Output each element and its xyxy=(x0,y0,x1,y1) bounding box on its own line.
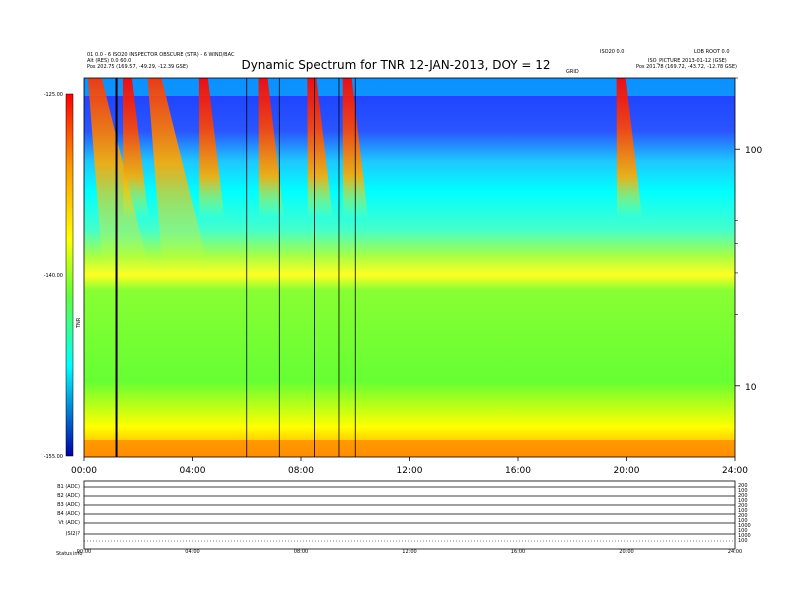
hk-x-tick-label-1: 04:00 xyxy=(185,549,199,555)
hk-right-label-8: 1000 xyxy=(738,523,751,529)
colorbar xyxy=(65,93,74,457)
chart-title: Dynamic Spectrum for TNR 12-JAN-2013, DO… xyxy=(241,58,551,72)
y-tick-label-0: 10 xyxy=(745,383,757,393)
header-right-line-1: ISO20 0.0 xyxy=(600,49,625,55)
colorbar-tick-0: -125.00 xyxy=(44,92,63,98)
hk-x-tick-label-3: 12:00 xyxy=(402,549,416,555)
hk-right-label-1: 100 xyxy=(738,488,748,494)
burst-7 xyxy=(616,78,643,218)
hk-x-tick-label-0: 00:00 xyxy=(77,549,91,555)
x-tick-label-6: 24:00 xyxy=(722,466,748,476)
header-right-line-2: LOB ROOT 0.0 xyxy=(694,49,730,55)
hk-right-label-7: 100 xyxy=(738,518,748,524)
hk-x-tick-label-4: 16:00 xyxy=(511,549,525,555)
colorbar-tick-1: -140.00 xyxy=(44,273,63,279)
hk-footer-label-0: Status xyxy=(56,551,72,557)
low-frequency-band xyxy=(84,440,735,457)
x-tick-label-2: 08:00 xyxy=(288,466,314,476)
hk-footer-label-1: info xyxy=(73,551,82,557)
header-right-line-4: Pos 201.78 (169.72, -43.72, -12.78 GSE) xyxy=(636,64,737,70)
header-right-line-3: ISO_PICTURE 2013-01-12 (GSE) xyxy=(648,58,727,64)
hk-right-label-3: 100 xyxy=(738,498,748,504)
hk-right-label-4: 200 xyxy=(738,503,748,509)
x-tick-label-1: 04:00 xyxy=(180,466,206,476)
hk-right-label-10: 1000 xyxy=(738,533,751,539)
spectrogram xyxy=(84,78,735,457)
hk-x-tick-label-6: 24:00 xyxy=(728,549,742,555)
hk-left-label-1: B2 (ADC) xyxy=(57,493,80,499)
x-tick-label-0: 00:00 xyxy=(71,466,97,476)
hk-right-label-11: 100 xyxy=(738,538,748,544)
hk-right-label-0: 200 xyxy=(738,483,748,489)
hk-left-label-4: Vt (ADC) xyxy=(58,520,80,526)
x-tick-label-5: 20:00 xyxy=(614,466,640,476)
marker-label: GRID xyxy=(566,69,579,75)
hk-left-label-0: B1 (ADC) xyxy=(57,484,80,490)
colorbar-label: TNR xyxy=(76,317,82,329)
x-tick-label-3: 12:00 xyxy=(397,466,423,476)
hk-right-label-5: 100 xyxy=(738,508,748,514)
hk-right-label-6: 200 xyxy=(738,513,748,519)
burst-1 xyxy=(122,78,149,218)
housekeeping-panel xyxy=(83,480,736,550)
burst-4 xyxy=(258,78,285,218)
hk-right-label-2: 200 xyxy=(738,493,748,499)
hk-left-label-2: B3 (ADC) xyxy=(57,502,80,508)
hk-x-tick-label-5: 20:00 xyxy=(619,549,633,555)
hk-right-label-9: 100 xyxy=(738,528,748,534)
hk-left-label-5: (SI2)? xyxy=(66,531,81,537)
burst-3 xyxy=(198,78,225,218)
y-tick-label-1: 100 xyxy=(745,146,762,156)
hk-x-tick-label-2: 08:00 xyxy=(294,549,308,555)
burst-2 xyxy=(147,78,209,268)
burst-0 xyxy=(87,78,149,268)
colorbar-tick-2: -155.00 xyxy=(44,454,63,460)
header-left-line-1: 01 0.0 - 6 ISO20 INSPECTOR OBSCURE (STR)… xyxy=(87,52,235,58)
upper-band xyxy=(84,78,735,96)
hk-left-label-3: B4 (ADC) xyxy=(57,511,80,517)
x-tick-label-4: 16:00 xyxy=(505,466,531,476)
header-left-line-3: Pos 202.75 (169.57, -49.29, -12.39 GSE) xyxy=(87,64,188,70)
burst-5 xyxy=(307,78,333,218)
header-left-line-2: Alt (RES) 0.0 60.0 xyxy=(87,58,132,64)
